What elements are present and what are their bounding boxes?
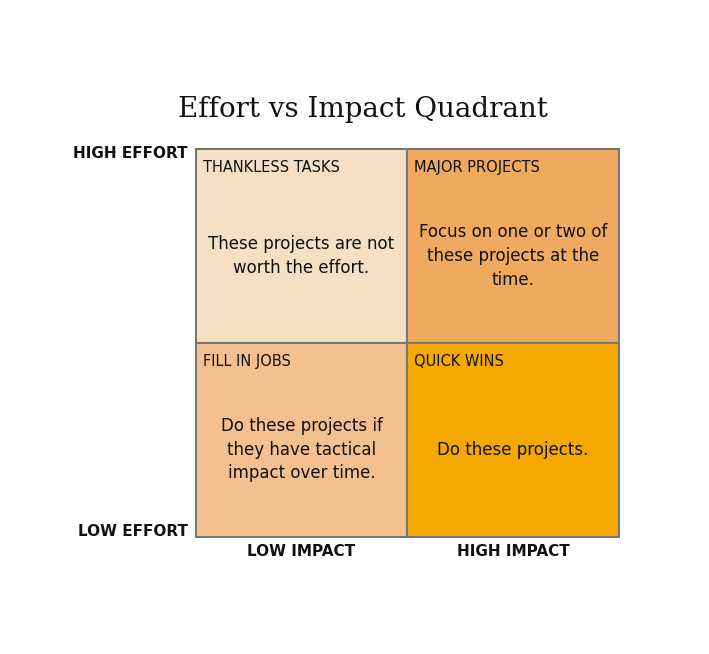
Text: Do these projects if
they have tactical
impact over time.: Do these projects if they have tactical …	[220, 417, 382, 483]
Text: HIGH IMPACT: HIGH IMPACT	[457, 544, 569, 559]
Bar	[407, 149, 619, 343]
Bar	[407, 343, 619, 537]
Text: Effort vs Impact Quadrant: Effort vs Impact Quadrant	[179, 96, 548, 123]
Text: HIGH EFFORT: HIGH EFFORT	[73, 146, 187, 162]
Bar	[196, 149, 407, 343]
Text: QUICK WINS: QUICK WINS	[415, 354, 504, 369]
Text: These projects are not
worth the effort.: These projects are not worth the effort.	[208, 235, 395, 277]
Text: Focus on one or two of
these projects at the
time.: Focus on one or two of these projects at…	[419, 224, 608, 288]
Text: MAJOR PROJECTS: MAJOR PROJECTS	[415, 160, 540, 175]
Text: THANKLESS TASKS: THANKLESS TASKS	[203, 160, 340, 175]
Text: LOW EFFORT: LOW EFFORT	[77, 525, 187, 540]
Bar	[196, 343, 407, 537]
Text: FILL IN JOBS: FILL IN JOBS	[203, 354, 291, 369]
Text: Do these projects.: Do these projects.	[437, 441, 588, 459]
Text: LOW IMPACT: LOW IMPACT	[247, 544, 356, 559]
